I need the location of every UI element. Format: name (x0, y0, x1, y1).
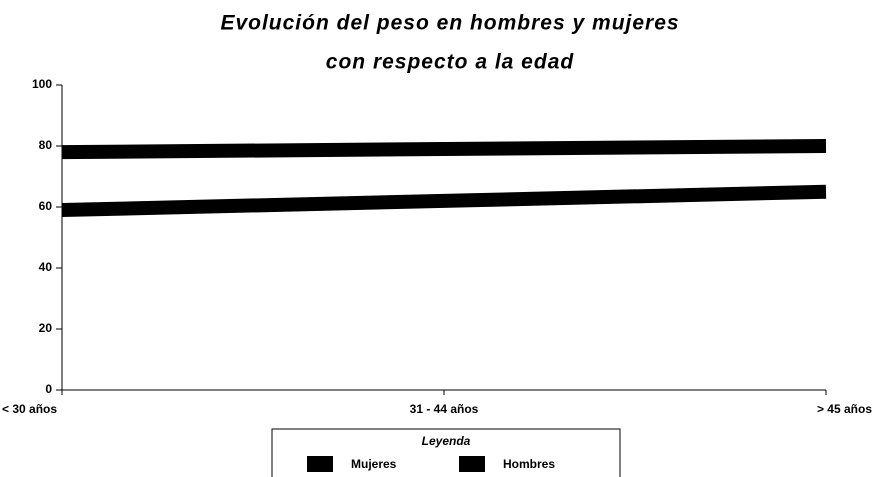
legend-title: Leyenda (422, 434, 471, 448)
x-tick-label: 31 - 44 años (410, 402, 479, 416)
series-line (61, 139, 827, 160)
x-tick-label: > 45 años (817, 402, 872, 416)
legend-label: Hombres (503, 457, 555, 471)
y-tick-label: 60 (39, 199, 53, 213)
series-line (61, 184, 827, 218)
legend-swatch (459, 456, 485, 472)
y-tick-label: 20 (39, 321, 53, 335)
y-tick-label: 40 (39, 260, 53, 274)
y-tick-label: 80 (39, 138, 53, 152)
chart-title: Evolución del peso en hombres y mujeres (220, 12, 679, 35)
legend-swatch (307, 456, 333, 472)
x-tick-label: < 30 años (2, 402, 57, 416)
y-tick-label: 0 (45, 382, 52, 396)
y-tick-label: 100 (32, 77, 52, 91)
chart-title: con respecto a la edad (326, 51, 575, 74)
legend-label: Mujeres (351, 457, 397, 471)
